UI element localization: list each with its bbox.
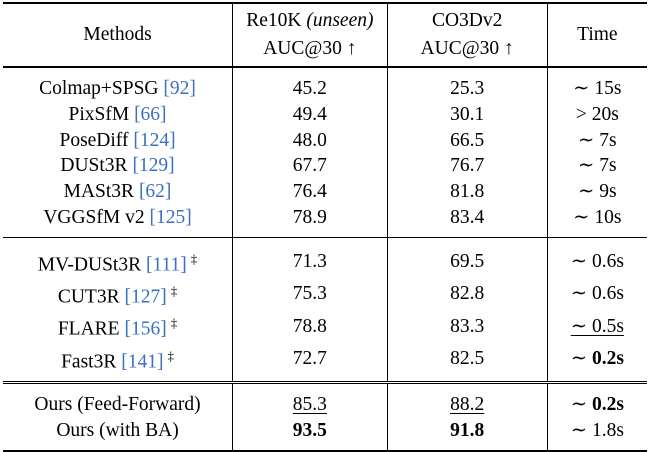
header-time: Time	[547, 2, 647, 67]
header-methods: Methods	[3, 2, 234, 67]
table-row: VGGSfM v2 [125] 78.9 83.4 ∼ 10s	[3, 204, 647, 238]
co3d-cell: 91.8	[387, 417, 548, 452]
header-co3d: CO3Dv2 AUC@30 ↑	[387, 2, 548, 67]
method-cell: DUSt3R [129]	[3, 153, 234, 180]
header-co3d-metric: AUC@30 ↑	[420, 38, 514, 59]
method-cell: VGGSfM v2 [125]	[3, 204, 234, 238]
co3d-cell: 81.8	[387, 179, 548, 205]
table-row: FLARE [156] ‡ 78.8 83.3 ∼ 0.5s	[3, 310, 647, 343]
time-cell: ∼ 0.5s	[570, 315, 624, 337]
comparison-table: Methods Re10K (unseen) AUC@30 ↑ CO3Dv2 A…	[3, 2, 647, 452]
re10k-cell: 45.2	[232, 66, 388, 102]
header-re10k: Re10K (unseen) AUC@30 ↑	[232, 2, 388, 67]
method-cell: Fast3R [141] ‡	[3, 342, 234, 383]
re10k-cell: 75.3	[232, 278, 388, 311]
time-cell: ∼ 0.2s	[547, 380, 647, 418]
table-row: CUT3R [127] ‡ 75.3 82.8 ∼ 0.6s	[3, 278, 647, 311]
table-row: DUSt3R [129] 67.7 76.7 ∼ 7s	[3, 153, 647, 180]
time-cell: ∼ 7s	[578, 155, 617, 177]
header-re10k-name: Re10K	[246, 10, 302, 31]
re10k-cell: 67.7	[232, 153, 388, 180]
method-cell: PixSfM [66]	[3, 101, 234, 128]
re10k-cell: 93.5	[232, 417, 388, 452]
method-cell: FLARE [156] ‡	[3, 310, 234, 343]
time-cell: ∼ 9s	[578, 181, 617, 203]
re10k-cell: 48.0	[232, 127, 388, 154]
results-table-figure: Methods Re10K (unseen) AUC@30 ↑ CO3Dv2 A…	[3, 2, 647, 452]
re10k-cell: 49.4	[232, 101, 388, 128]
re10k-cell: 72.7	[232, 342, 388, 383]
header-co3d-name: CO3Dv2	[431, 10, 503, 31]
table-row: Ours (Feed-Forward) 85.3 88.2 ∼ 0.2s	[3, 380, 647, 418]
table-header-row: Methods Re10K (unseen) AUC@30 ↑ CO3Dv2 A…	[3, 2, 647, 67]
re10k-cell: 71.3	[232, 236, 388, 279]
co3d-cell: 88.2	[387, 380, 548, 418]
table-row: PixSfM [66] 49.4 30.1 > 20s	[3, 101, 647, 128]
co3d-cell: 30.1	[387, 101, 548, 128]
time-cell: ∼ 1.8s	[547, 417, 647, 452]
re10k-cell: 85.3	[232, 380, 388, 418]
time-cell: ∼ 10s	[573, 206, 622, 228]
table-row: MV-DUSt3R [111] ‡ 71.3 69.5 ∼ 0.6s	[3, 236, 647, 279]
co3d-cell: 82.5	[387, 342, 548, 383]
re10k-cell: 78.9	[232, 204, 388, 238]
header-re10k-unseen: (unseen)	[306, 10, 374, 31]
co3d-cell: 82.8	[387, 278, 548, 311]
time-cell: ∼ 0.6s	[547, 236, 647, 279]
co3d-cell: 83.4	[387, 204, 548, 238]
method-cell: Colmap+SPSG [92]	[3, 66, 234, 102]
method-cell: CUT3R [127] ‡	[3, 278, 234, 311]
co3d-cell: 69.5	[387, 236, 548, 279]
time-cell: ∼ 7s	[578, 129, 617, 151]
method-cell: PoseDiff [124]	[3, 127, 234, 154]
table-row: MASt3R [62] 76.4 81.8 ∼ 9s	[3, 179, 647, 205]
header-re10k-metric: AUC@30 ↑	[263, 38, 357, 59]
method-cell: Ours (Feed-Forward)	[3, 380, 234, 418]
method-cell: Ours (with BA)	[3, 417, 234, 452]
time-cell: ∼ 15s	[547, 66, 647, 102]
co3d-cell: 76.7	[387, 153, 548, 180]
table-row: Fast3R [141] ‡ 72.7 82.5 ∼ 0.2s	[3, 342, 647, 383]
table-row: Colmap+SPSG [92] 45.2 25.3 ∼ 15s	[3, 66, 647, 102]
time-cell: ∼ 0.6s	[570, 283, 624, 305]
method-cell: MASt3R [62]	[3, 179, 234, 205]
time-cell: > 20s	[575, 103, 619, 125]
method-cell: MV-DUSt3R [111] ‡	[3, 236, 234, 279]
time-cell: ∼ 0.2s	[570, 347, 624, 369]
re10k-cell: 78.8	[232, 310, 388, 343]
co3d-cell: 25.3	[387, 66, 548, 102]
table-row: PoseDiff [124] 48.0 66.5 ∼ 7s	[3, 127, 647, 154]
table-row: Ours (with BA) 93.5 91.8 ∼ 1.8s	[3, 417, 647, 452]
re10k-cell: 76.4	[232, 179, 388, 205]
co3d-cell: 83.3	[387, 310, 548, 343]
co3d-cell: 66.5	[387, 127, 548, 154]
